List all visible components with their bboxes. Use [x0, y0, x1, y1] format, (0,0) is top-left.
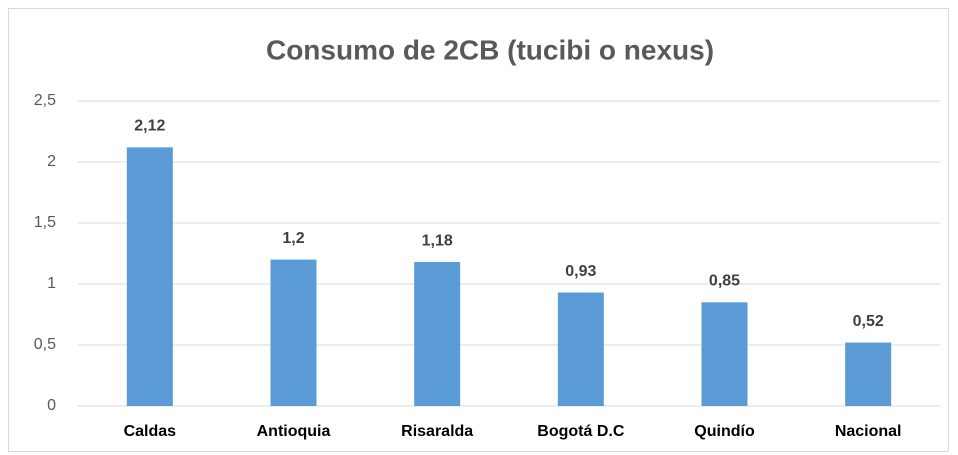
x-tick-label: Caldas [124, 423, 177, 440]
x-tick-label: Nacional [835, 423, 902, 440]
bar [126, 147, 173, 407]
y-tick-label: 0,5 [34, 336, 56, 353]
x-tick-label: Risaralda [401, 423, 473, 440]
data-label: 0,52 [853, 313, 884, 330]
bar [701, 302, 748, 406]
data-label: 2,12 [134, 118, 165, 135]
bar [270, 259, 317, 406]
bar [414, 262, 461, 406]
y-tick-label: 2 [47, 153, 56, 170]
chart-title: Consumo de 2CB (tucibi o nexus) [266, 34, 714, 65]
x-tick-label: Antioquia [257, 423, 331, 440]
y-tick-label: 0 [47, 397, 56, 414]
data-label: 1,18 [422, 232, 453, 249]
y-tick-label: 1 [47, 275, 56, 292]
data-label: 1,2 [282, 230, 304, 247]
bar [845, 342, 892, 406]
bar [557, 292, 604, 406]
data-label: 0,93 [565, 263, 596, 280]
x-tick-label: Bogotá D.C [537, 423, 625, 440]
y-tick-label: 2,5 [34, 92, 56, 109]
x-tick-label: Quindío [694, 423, 755, 440]
data-label: 0,85 [709, 273, 740, 290]
y-tick-label: 1,5 [34, 214, 56, 231]
